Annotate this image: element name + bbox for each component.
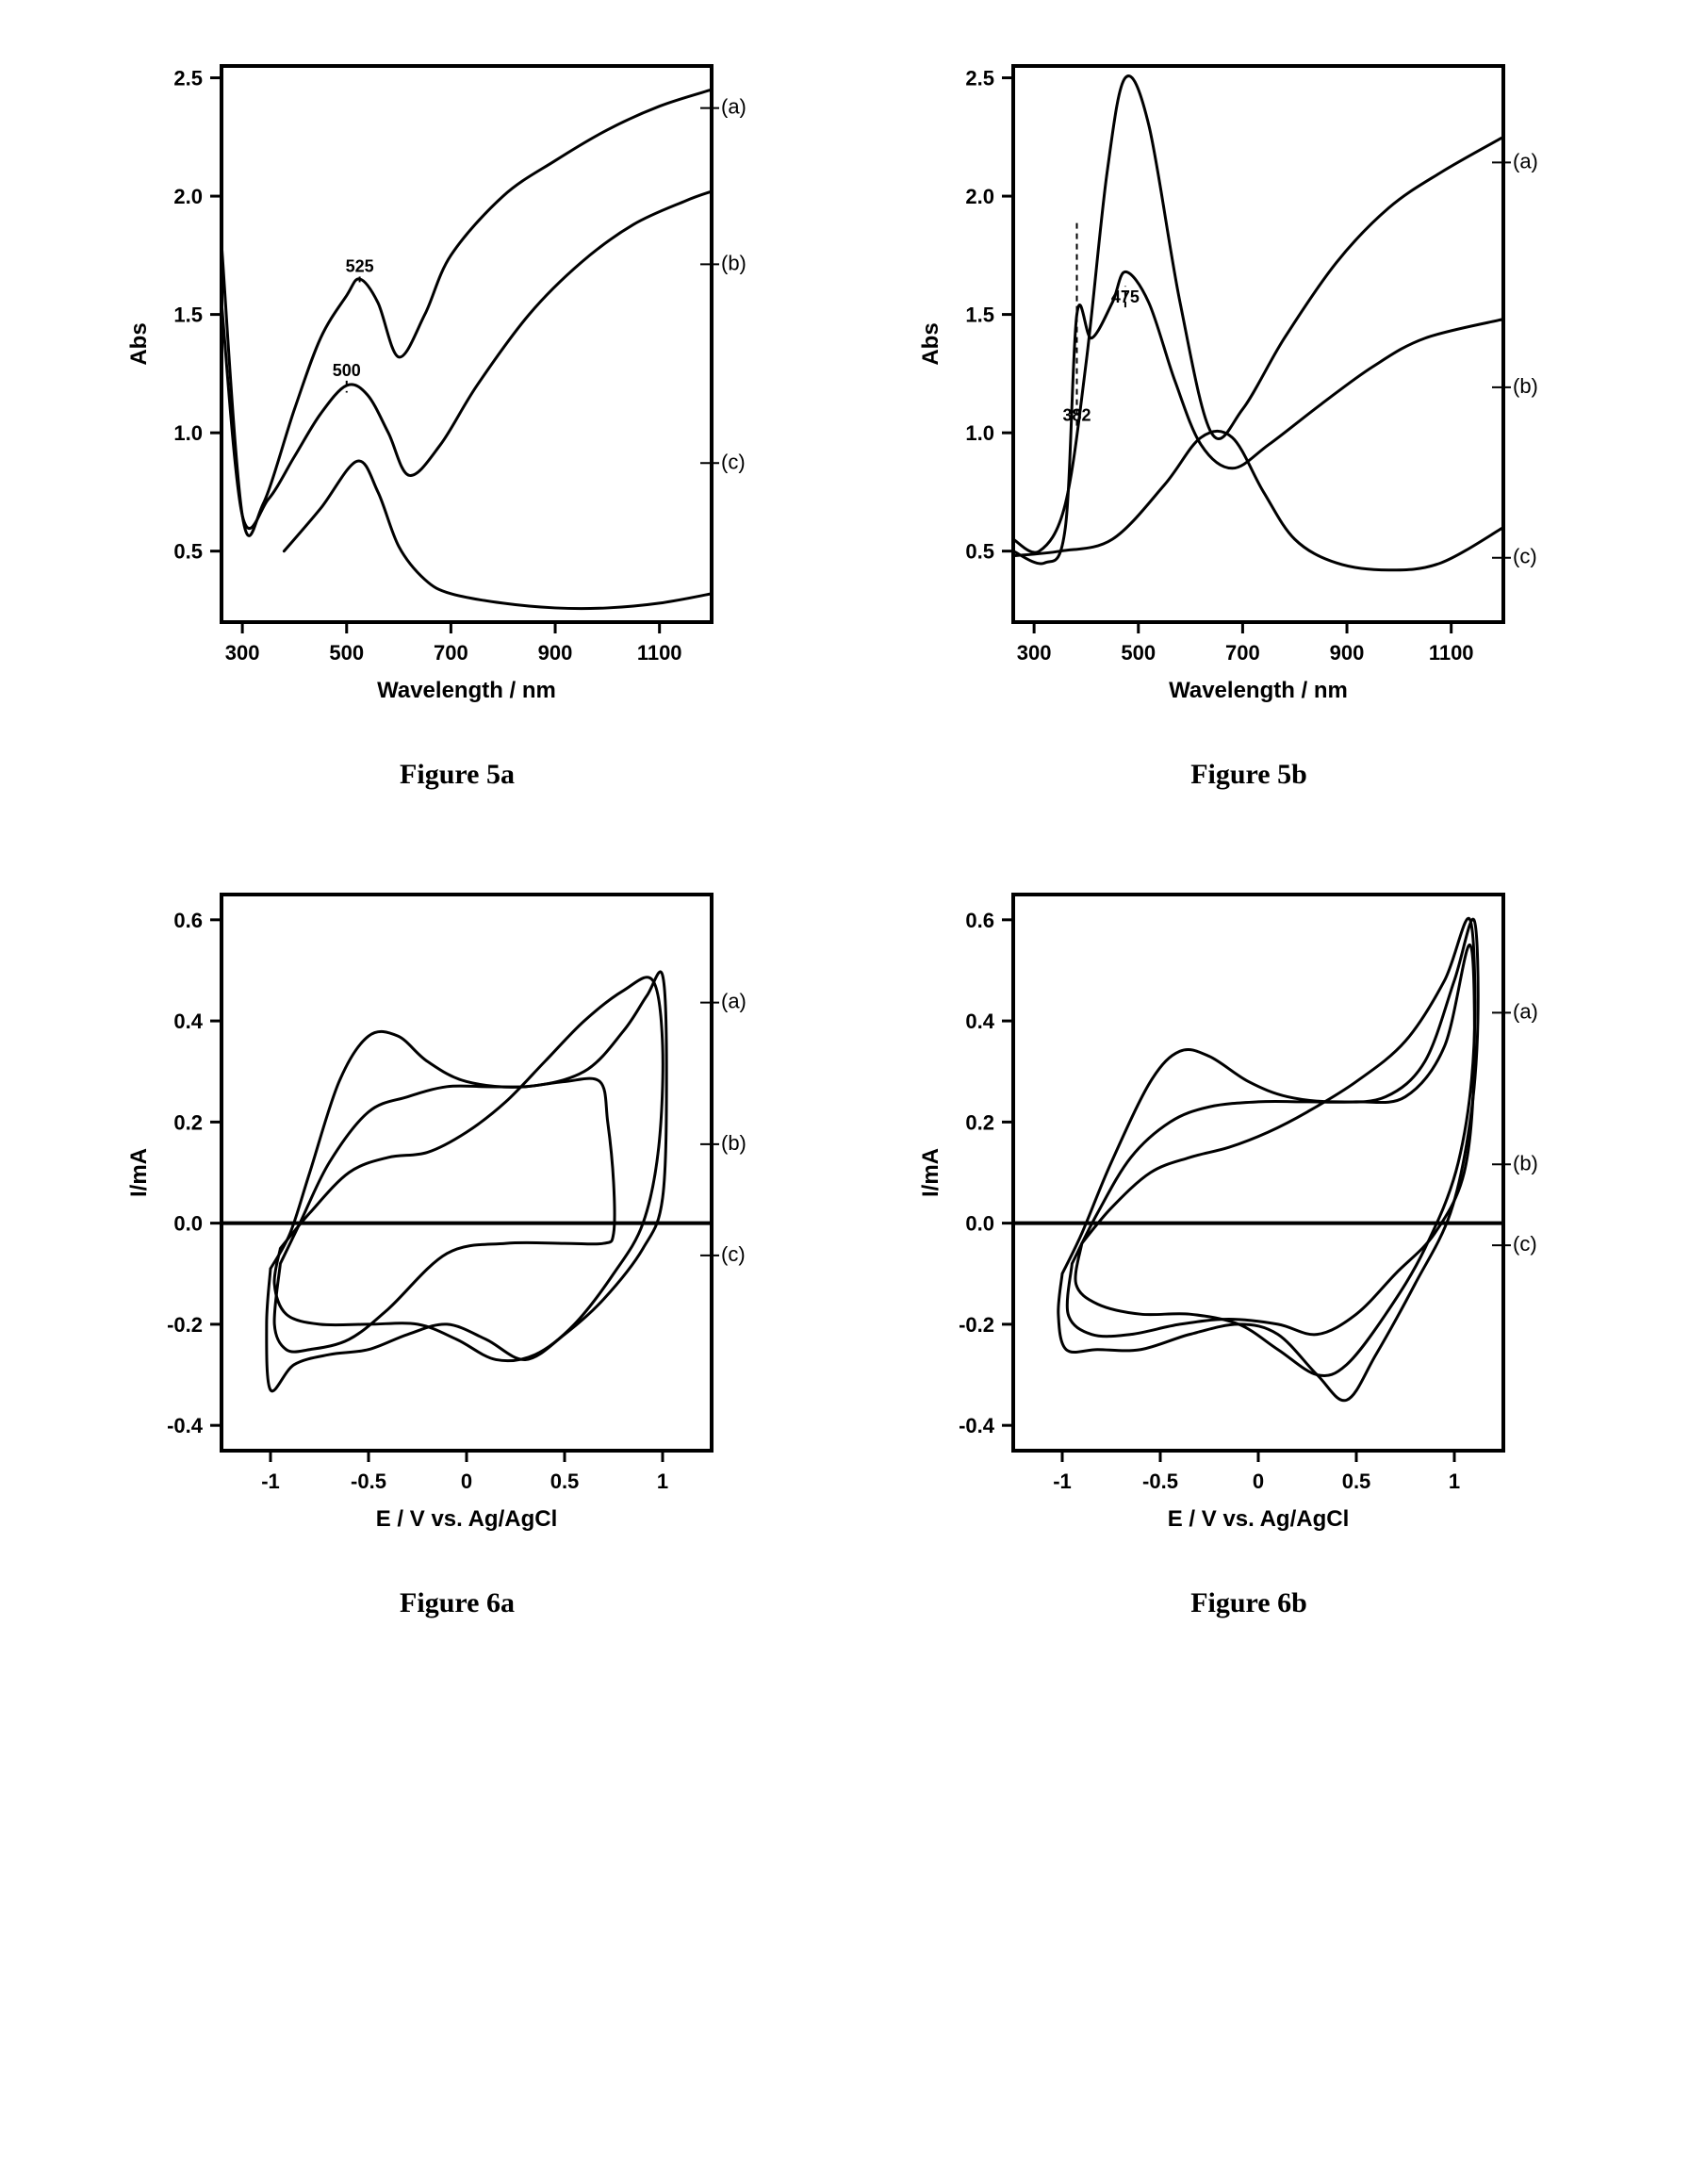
chart-figure-6a: -1 -0.5 0 0.5 1 -0.4 -0.2 0.0 0.2 0.4 0.6 E / V vs.…: [118, 866, 796, 1554]
svg-text:2.0: 2.0: [173, 185, 203, 208]
svg-text:0: 0: [461, 1470, 472, 1493]
svg-text:-0.4: -0.4: [959, 1414, 995, 1437]
svg-text:0: 0: [1253, 1470, 1264, 1493]
svg-text:382: 382: [1062, 406, 1091, 425]
svg-text:700: 700: [1225, 641, 1260, 665]
svg-text:(a): (a): [1513, 149, 1538, 172]
svg-text:2.5: 2.5: [965, 67, 994, 90]
svg-text:Abs: Abs: [918, 322, 943, 365]
svg-text:0.2: 0.2: [965, 1110, 994, 1134]
svg-text:(c): (c): [1513, 545, 1537, 568]
svg-text:-1: -1: [261, 1470, 280, 1493]
svg-text:0.4: 0.4: [173, 1010, 203, 1033]
caption-figure-6b: Figure 6b: [1190, 1587, 1307, 1619]
svg-text:1.0: 1.0: [173, 421, 203, 445]
svg-text:I/mA: I/mA: [918, 1148, 943, 1197]
panel-figure-6a: -1 -0.5 0 0.5 1 -0.4 -0.2 0.0 0.2 0.4 0.6 E / V vs.…: [118, 866, 796, 1619]
svg-text:500: 500: [333, 361, 361, 380]
svg-text:-0.5: -0.5: [1142, 1470, 1178, 1493]
svg-text:-0.5: -0.5: [351, 1470, 386, 1493]
svg-text:1.0: 1.0: [965, 421, 994, 445]
row-top: 300 500 700 900 1100 0.5 1.0 1.5 2.0 2.5 Wavelengt…: [38, 38, 1668, 791]
svg-text:(b): (b): [1513, 374, 1538, 398]
svg-text:(c): (c): [1513, 1232, 1537, 1256]
chart-figure-5a: 300 500 700 900 1100 0.5 1.0 1.5 2.0 2.5 Wavelengt…: [118, 38, 796, 726]
caption-figure-5a: Figure 5a: [400, 759, 515, 791]
svg-text:-0.4: -0.4: [167, 1414, 204, 1437]
svg-text:Wavelength / nm: Wavelength / nm: [377, 678, 556, 703]
svg-text:-0.2: -0.2: [167, 1313, 203, 1337]
svg-text:(b): (b): [721, 1131, 746, 1155]
figure-page: 30050070090011000.51.01.52.02.5Wavelengt…: [38, 38, 1668, 1619]
svg-text:1: 1: [657, 1470, 668, 1493]
svg-text:E / V vs. Ag/AgCl: E / V vs. Ag/AgCl: [1168, 1506, 1349, 1532]
svg-text:0.5: 0.5: [173, 540, 203, 564]
svg-text:E / V vs. Ag/AgCl: E / V vs. Ag/AgCl: [376, 1506, 557, 1532]
svg-text:(c): (c): [721, 1242, 746, 1266]
panel-figure-5a: 300 500 700 900 1100 0.5 1.0 1.5 2.0 2.5 Wavelengt…: [118, 38, 796, 791]
svg-text:0.4: 0.4: [965, 1010, 994, 1033]
svg-text:0.2: 0.2: [173, 1110, 203, 1134]
svg-text:(b): (b): [1513, 1151, 1538, 1174]
svg-text:-0.2: -0.2: [959, 1313, 994, 1337]
svg-text:525: 525: [346, 256, 374, 275]
svg-text:500: 500: [329, 641, 364, 665]
chart-figure-5b: 300 500 700 900 1100 0.5 1.0 1.5 2.0 2.5 Wavelengt…: [910, 38, 1588, 726]
panel-figure-5b: 300 500 700 900 1100 0.5 1.0 1.5 2.0 2.5 Wavelengt…: [910, 38, 1588, 791]
svg-text:Abs: Abs: [126, 322, 152, 365]
chart-figure-6b: -1 -0.5 0 0.5 1 -0.4 -0.2 0.0 0.2 0.4 0.6 E / V vs.…: [910, 866, 1588, 1554]
svg-text:-1: -1: [1053, 1470, 1072, 1493]
row-bottom: -1 -0.5 0 0.5 1 -0.4 -0.2 0.0 0.2 0.4 0.6 E / V vs.…: [38, 866, 1668, 1619]
svg-text:300: 300: [1017, 641, 1052, 665]
panel-figure-6b: -1 -0.5 0 0.5 1 -0.4 -0.2 0.0 0.2 0.4 0.6 E / V vs.…: [910, 866, 1588, 1619]
svg-text:2.5: 2.5: [173, 67, 203, 90]
svg-text:0.0: 0.0: [965, 1212, 994, 1236]
svg-text:0.5: 0.5: [1342, 1470, 1371, 1493]
svg-text:300: 300: [225, 641, 260, 665]
svg-text:475: 475: [1111, 287, 1140, 306]
svg-text:0.0: 0.0: [173, 1212, 203, 1236]
svg-text:0.6: 0.6: [173, 909, 203, 932]
svg-text:1.5: 1.5: [965, 304, 994, 327]
svg-text:0.5: 0.5: [965, 540, 994, 564]
svg-text:Wavelength / nm: Wavelength / nm: [1169, 678, 1348, 703]
svg-text:900: 900: [1330, 641, 1365, 665]
svg-text:(a): (a): [1513, 999, 1538, 1023]
svg-text:1: 1: [1449, 1470, 1460, 1493]
svg-text:0.6: 0.6: [965, 909, 994, 932]
svg-text:700: 700: [434, 641, 468, 665]
svg-text:0.5: 0.5: [550, 1470, 580, 1493]
svg-text:500: 500: [1121, 641, 1156, 665]
svg-text:900: 900: [538, 641, 573, 665]
svg-text:I/mA: I/mA: [126, 1148, 152, 1197]
svg-text:1100: 1100: [1429, 641, 1474, 665]
caption-figure-5b: Figure 5b: [1190, 759, 1307, 791]
svg-text:(b): (b): [721, 251, 746, 274]
svg-text:1100: 1100: [637, 641, 682, 665]
svg-text:2.0: 2.0: [965, 185, 994, 208]
svg-text:1.5: 1.5: [173, 304, 203, 327]
svg-text:(a): (a): [721, 95, 746, 119]
svg-text:(c): (c): [721, 450, 746, 473]
caption-figure-6a: Figure 6a: [400, 1587, 515, 1619]
svg-text:(a): (a): [721, 990, 746, 1013]
